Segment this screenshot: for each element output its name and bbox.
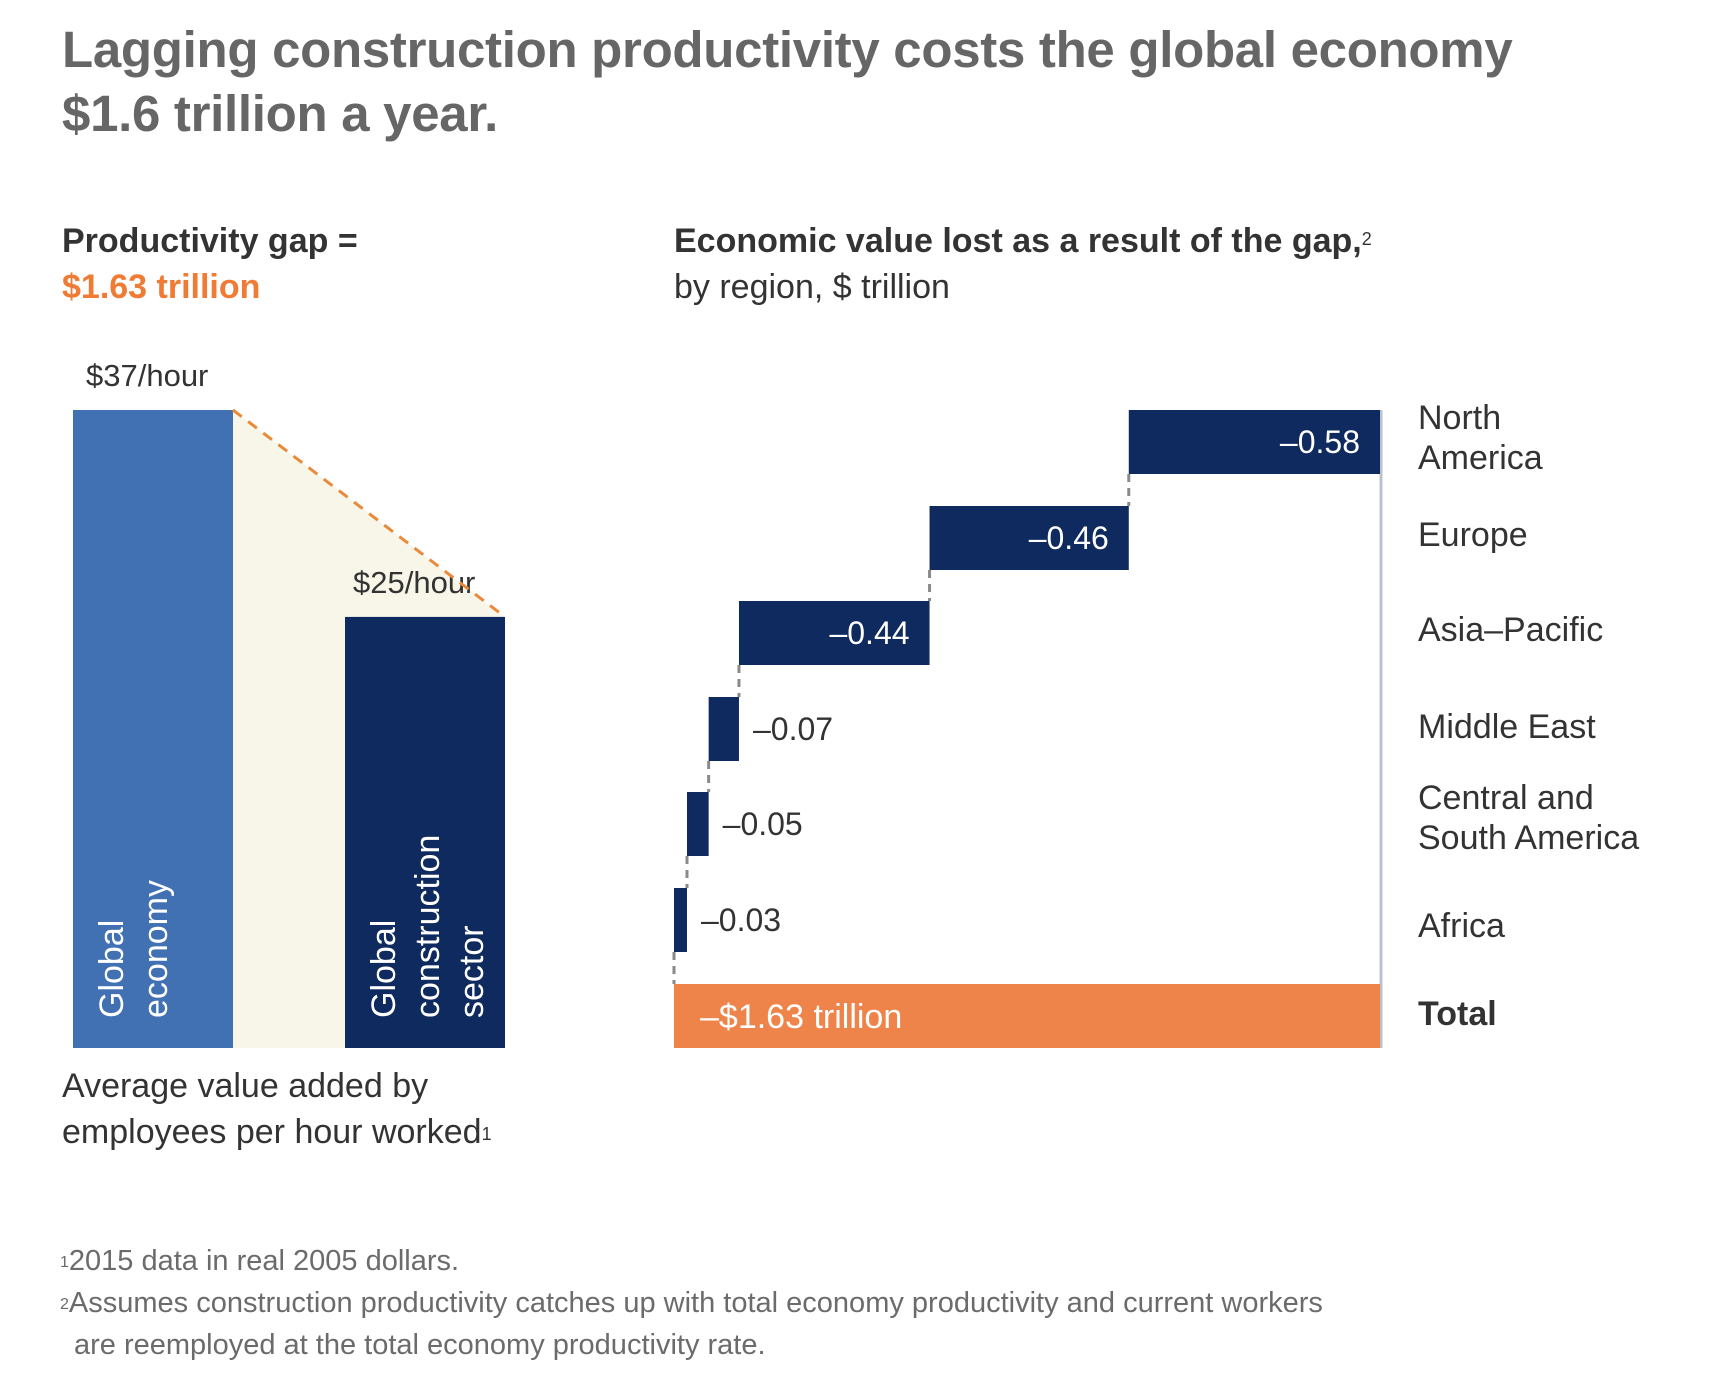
region-label: Total: [1418, 994, 1497, 1034]
footnotes: 12015 data in real 2005 dollars. 2Assume…: [60, 1240, 1323, 1366]
value-label: $37/hour: [86, 358, 208, 393]
caption-line-2: employees per hour worked: [62, 1113, 482, 1151]
bar-global-economy: [73, 410, 233, 1048]
region-label-line: North: [1418, 399, 1502, 437]
category-label: sector: [453, 925, 491, 1018]
category-label: economy: [137, 880, 175, 1018]
bar-north-america: [1128, 410, 1380, 474]
waterfall-title: Economic value lost as a result of the g…: [674, 222, 1362, 260]
total-bar: [674, 984, 1380, 1048]
bar-europe: [929, 506, 1129, 570]
region-label-line: Africa: [1418, 907, 1505, 945]
region-label-line: South America: [1418, 819, 1640, 857]
bar-middle-east: [708, 697, 739, 761]
productivity-gap-label: Productivity gap =: [62, 222, 358, 260]
footnote-2: 2Assumes construction productivity catch…: [60, 1287, 1323, 1319]
region-label-line: Total: [1418, 995, 1497, 1033]
region-label: Asia–Pacific: [1418, 610, 1603, 650]
chart-title: Lagging construction productivity costs …: [62, 18, 1702, 146]
bar-global-construction-sector: [345, 616, 505, 1048]
title-line-2: $1.6 trillion a year.: [62, 85, 498, 142]
category-label: Global: [365, 920, 403, 1018]
value-label: –0.05: [723, 806, 803, 842]
value-label: –0.44: [829, 615, 909, 651]
value-label: –0.03: [701, 902, 781, 938]
region-label: North America: [1418, 398, 1543, 478]
region-label: Central and South America: [1418, 778, 1639, 858]
title-line-1: Lagging construction productivity costs …: [62, 21, 1513, 78]
footnote-ref-1: 1: [481, 1124, 492, 1144]
footnote-1: 12015 data in real 2005 dollars.: [60, 1245, 460, 1277]
left-panel-heading: Productivity gap = $1.63 trillion: [62, 218, 358, 310]
left-chart-caption: Average value added by employees per hou…: [62, 1063, 492, 1155]
productivity-gap-value: $1.63 trillion: [62, 268, 261, 306]
total-value-label: –$1.63 trillion: [700, 998, 902, 1036]
region-label-line: Middle East: [1418, 708, 1596, 746]
region-label-line: Europe: [1418, 516, 1528, 554]
region-label-line: Central and: [1418, 779, 1594, 817]
waterfall-subtitle: by region, $ trillion: [674, 268, 950, 306]
bar-central-and-south-america: [686, 792, 709, 856]
category-label: construction: [409, 835, 447, 1018]
value-label: $25/hour: [353, 565, 475, 600]
footnote-ref-2: 2: [1361, 229, 1372, 249]
value-label: –0.46: [1029, 520, 1109, 556]
region-label: Europe: [1418, 515, 1528, 555]
value-label: –0.58: [1280, 424, 1360, 460]
region-label: Middle East: [1418, 707, 1596, 747]
region-label-line: America: [1418, 439, 1543, 477]
region-label-line: Asia–Pacific: [1418, 611, 1604, 649]
footnote-2-continued: are reemployed at the total economy prod…: [74, 1329, 766, 1361]
caption-line-1: Average value added by: [62, 1067, 429, 1105]
bar-asia-pacific: [738, 601, 930, 665]
value-label: –0.07: [753, 711, 833, 747]
region-label: Africa: [1418, 906, 1505, 946]
bar-africa: [674, 888, 687, 952]
category-label: Global: [93, 920, 131, 1018]
right-panel-heading: Economic value lost as a result of the g…: [674, 218, 1372, 310]
